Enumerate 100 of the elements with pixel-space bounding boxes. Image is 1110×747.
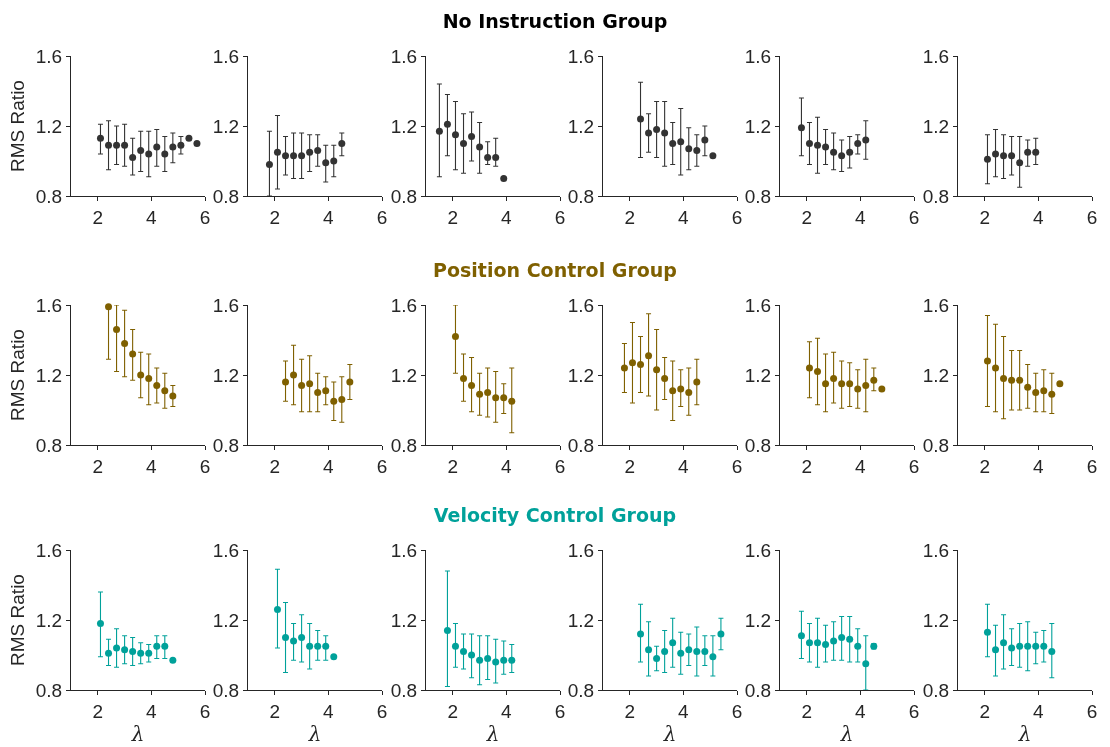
- x-axis-title: λ: [839, 722, 854, 747]
- y-tick-label: 0.8: [213, 679, 240, 701]
- x-tick-label: 2: [92, 206, 104, 228]
- y-axis-title: RMS Ratio: [6, 574, 28, 666]
- x-axis-title: λ: [485, 722, 499, 747]
- x-tick-label: 2: [447, 206, 458, 228]
- x-tick-label: 2: [979, 206, 990, 228]
- x-tick-label: 4: [855, 206, 867, 228]
- x-tick-label: 6: [377, 700, 388, 722]
- y-tick-label: 1.6: [567, 45, 595, 67]
- y-tick-label: 0.8: [567, 679, 595, 701]
- y-tick-label: 1.2: [567, 364, 595, 386]
- x-tick-label: 4: [855, 455, 867, 477]
- y-tick-label: 1.2: [390, 609, 417, 631]
- y-tick-label: 0.8: [567, 434, 595, 456]
- x-tick-label: 4: [500, 206, 512, 228]
- y-tick-label: 0.8: [390, 185, 417, 207]
- y-tick-label: 1.6: [35, 45, 63, 67]
- x-tick-label: 4: [146, 700, 158, 722]
- text: Position Control Group: [432, 259, 678, 281]
- x-tick-label: 6: [377, 455, 388, 477]
- y-tick-label: 1.2: [922, 609, 949, 631]
- x-tick-label: 2: [801, 455, 813, 477]
- x-tick-label: 4: [146, 455, 158, 477]
- x-tick-label: 4: [323, 455, 335, 477]
- x-tick-label: 6: [199, 700, 211, 722]
- y-tick-label: 1.2: [922, 364, 949, 386]
- y-axis-title: RMS Ratio: [6, 329, 28, 421]
- x-tick-label: 2: [92, 455, 104, 477]
- y-tick-label: 1.6: [390, 45, 417, 67]
- y-tick-label: 1.6: [213, 294, 240, 316]
- x-tick-label: 4: [1032, 206, 1044, 228]
- x-tick-label: 4: [1032, 455, 1044, 477]
- x-tick-label: 2: [92, 700, 104, 722]
- y-tick-label: 1.2: [35, 115, 63, 137]
- x-axis-title: λ: [307, 722, 322, 747]
- y-tick-label: 1.6: [390, 539, 417, 561]
- x-tick-label: 2: [801, 206, 813, 228]
- x-tick-label: 4: [323, 206, 335, 228]
- y-tick-label: 1.2: [213, 609, 240, 631]
- x-tick-label: 4: [500, 700, 512, 722]
- x-tick-label: 6: [1086, 455, 1097, 477]
- text: No Instruction Group: [441, 10, 669, 32]
- x-tick-label: 4: [678, 455, 689, 477]
- x-tick-label: 6: [554, 455, 565, 477]
- y-tick-label: 0.8: [213, 434, 240, 456]
- y-tick-label: 1.6: [35, 294, 63, 316]
- y-tick-label: 1.6: [213, 539, 240, 561]
- x-tick-label: 6: [1086, 206, 1097, 228]
- y-tick-label: 1.6: [567, 294, 595, 316]
- y-tick-label: 1.2: [744, 115, 772, 137]
- y-tick-label: 1.6: [744, 45, 772, 67]
- y-tick-label: 0.8: [744, 185, 772, 207]
- y-tick-label: 1.6: [922, 539, 949, 561]
- y-tick-label: 1.2: [744, 364, 772, 386]
- x-tick-label: 2: [269, 455, 281, 477]
- y-tick-label: 1.2: [744, 609, 772, 631]
- y-tick-label: 0.8: [390, 434, 417, 456]
- y-tick-label: 1.2: [390, 364, 417, 386]
- x-tick-label: 6: [731, 455, 743, 477]
- x-tick-label: 4: [678, 700, 689, 722]
- y-tick-label: 1.2: [922, 115, 949, 137]
- x-tick-label: 6: [1086, 700, 1097, 722]
- x-axis-title: λ: [1017, 722, 1031, 747]
- y-tick-label: 1.6: [744, 539, 772, 561]
- x-tick-label: 2: [447, 455, 458, 477]
- x-tick-label: 4: [500, 455, 512, 477]
- y-tick-label: 1.2: [567, 609, 595, 631]
- x-tick-label: 2: [801, 700, 813, 722]
- y-tick-label: 1.6: [213, 45, 240, 67]
- y-tick-label: 1.2: [390, 115, 417, 137]
- x-tick-label: 2: [624, 455, 635, 477]
- x-tick-label: 2: [624, 700, 635, 722]
- y-tick-label: 0.8: [390, 679, 417, 701]
- y-tick-label: 0.8: [744, 434, 772, 456]
- y-tick-label: 1.2: [213, 364, 240, 386]
- y-tick-label: 1.2: [35, 609, 63, 631]
- y-tick-label: 0.8: [922, 679, 949, 701]
- x-tick-label: 6: [908, 700, 920, 722]
- y-tick-label: 1.2: [35, 364, 63, 386]
- x-tick-label: 4: [678, 206, 689, 228]
- x-tick-label: 6: [908, 455, 920, 477]
- x-axis-title: λ: [130, 722, 145, 747]
- x-tick-label: 4: [855, 700, 867, 722]
- y-tick-label: 0.8: [744, 679, 772, 701]
- x-tick-label: 6: [554, 206, 565, 228]
- x-tick-label: 6: [731, 206, 743, 228]
- y-tick-label: 0.8: [213, 185, 240, 207]
- x-tick-label: 2: [447, 700, 458, 722]
- y-tick-label: 1.2: [567, 115, 595, 137]
- y-tick-label: 0.8: [922, 434, 949, 456]
- x-tick-label: 6: [199, 455, 211, 477]
- y-tick-label: 0.8: [35, 434, 63, 456]
- y-tick-label: 1.6: [567, 539, 595, 561]
- x-tick-label: 6: [731, 700, 743, 722]
- y-tick-label: 0.8: [567, 185, 595, 207]
- x-tick-label: 2: [979, 700, 990, 722]
- x-axis-title: λ: [662, 722, 677, 747]
- y-tick-label: 1.6: [922, 45, 949, 67]
- x-tick-label: 4: [323, 700, 335, 722]
